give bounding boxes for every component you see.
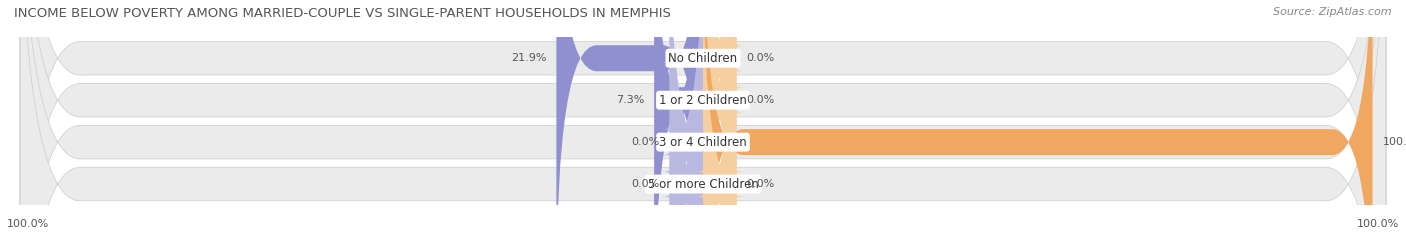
Text: 1 or 2 Children: 1 or 2 Children bbox=[659, 94, 747, 107]
FancyBboxPatch shape bbox=[696, 0, 744, 233]
FancyBboxPatch shape bbox=[20, 0, 1386, 233]
Text: 0.0%: 0.0% bbox=[747, 53, 775, 63]
FancyBboxPatch shape bbox=[20, 0, 1386, 233]
Text: 100.0%: 100.0% bbox=[7, 219, 49, 229]
Text: 100.0%: 100.0% bbox=[1357, 219, 1399, 229]
Text: 0.0%: 0.0% bbox=[631, 137, 659, 147]
Text: 0.0%: 0.0% bbox=[747, 179, 775, 189]
Text: 0.0%: 0.0% bbox=[747, 95, 775, 105]
Text: 3 or 4 Children: 3 or 4 Children bbox=[659, 136, 747, 149]
FancyBboxPatch shape bbox=[20, 0, 1386, 233]
FancyBboxPatch shape bbox=[696, 0, 744, 233]
FancyBboxPatch shape bbox=[20, 0, 1386, 233]
FancyBboxPatch shape bbox=[662, 0, 710, 233]
Text: No Children: No Children bbox=[668, 52, 738, 65]
Text: 5 or more Children: 5 or more Children bbox=[648, 178, 758, 191]
FancyBboxPatch shape bbox=[557, 0, 703, 233]
FancyBboxPatch shape bbox=[696, 0, 744, 233]
FancyBboxPatch shape bbox=[654, 0, 703, 233]
FancyBboxPatch shape bbox=[662, 0, 710, 233]
Text: 21.9%: 21.9% bbox=[510, 53, 547, 63]
Text: 100.0%: 100.0% bbox=[1382, 137, 1406, 147]
FancyBboxPatch shape bbox=[703, 0, 1372, 233]
Text: 7.3%: 7.3% bbox=[616, 95, 644, 105]
Text: INCOME BELOW POVERTY AMONG MARRIED-COUPLE VS SINGLE-PARENT HOUSEHOLDS IN MEMPHIS: INCOME BELOW POVERTY AMONG MARRIED-COUPL… bbox=[14, 7, 671, 20]
Text: 0.0%: 0.0% bbox=[631, 179, 659, 189]
Text: Source: ZipAtlas.com: Source: ZipAtlas.com bbox=[1274, 7, 1392, 17]
